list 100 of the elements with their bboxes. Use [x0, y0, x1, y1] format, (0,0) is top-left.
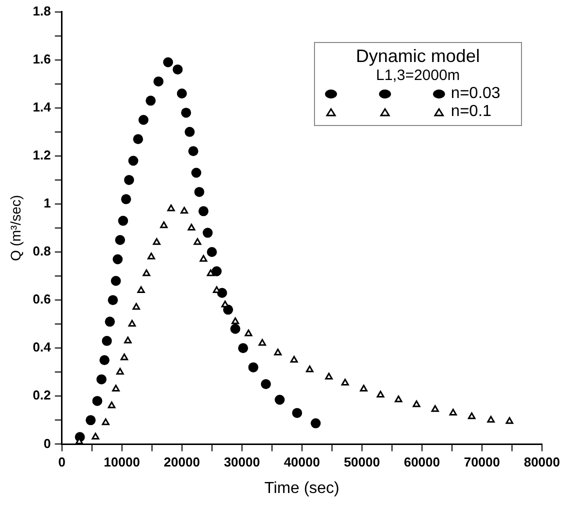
- point: [290, 356, 298, 363]
- point: [212, 266, 222, 276]
- point: [248, 362, 258, 372]
- point: [86, 415, 96, 426]
- x-tick-label: 60000: [404, 454, 440, 470]
- legend-title: Dynamic model: [354, 46, 481, 66]
- point: [112, 384, 120, 392]
- point: [112, 254, 123, 264]
- point: [92, 432, 100, 440]
- point: [176, 88, 187, 98]
- point: [194, 186, 204, 197]
- y-tick-label: 0.6: [32, 292, 51, 307]
- x-axis-title: Time (sec): [264, 480, 340, 497]
- point: [120, 353, 128, 360]
- point: [206, 269, 214, 276]
- point: [232, 317, 240, 324]
- point: [487, 416, 495, 423]
- point: [198, 206, 208, 216]
- point: [360, 384, 368, 392]
- x-tick-label: 70000: [464, 454, 500, 470]
- x-tick-label: 50000: [344, 454, 380, 470]
- x-tick-label: 40000: [284, 454, 320, 470]
- point: [238, 343, 248, 354]
- point: [412, 400, 420, 408]
- point: [180, 206, 188, 214]
- point: [146, 96, 156, 106]
- point: [394, 396, 402, 402]
- point: [115, 235, 126, 246]
- point: [132, 303, 140, 310]
- annotation: L1,3=2000m: [375, 66, 461, 85]
- legend-label: n=0.03: [450, 84, 500, 103]
- x-tick-label: 0: [58, 454, 66, 470]
- point: [244, 329, 252, 336]
- point: [449, 408, 457, 416]
- point: [138, 114, 148, 125]
- point: [163, 57, 174, 68]
- point: [206, 247, 217, 258]
- x-tick-label: 10000: [104, 454, 140, 470]
- x-tick-label: 20000: [164, 454, 200, 470]
- point: [258, 339, 266, 346]
- point: [92, 396, 102, 406]
- point: [121, 194, 132, 204]
- point: [376, 390, 384, 398]
- point: [184, 126, 195, 137]
- point: [152, 238, 160, 245]
- point: [172, 64, 183, 74]
- point: [133, 134, 144, 144]
- point: [128, 320, 136, 327]
- point: [153, 76, 164, 86]
- point: [431, 405, 439, 412]
- point: [468, 412, 476, 420]
- point: [148, 252, 156, 260]
- point: [181, 108, 192, 118]
- x-tick-label: 30000: [224, 454, 260, 470]
- point: [96, 374, 106, 384]
- point: [310, 418, 321, 428]
- y-tick-label: 1.4: [32, 99, 52, 114]
- point: [137, 286, 145, 293]
- point: [230, 324, 240, 334]
- point: [306, 365, 314, 372]
- point: [108, 402, 116, 408]
- y-tick-label: 0.2: [32, 388, 51, 403]
- point: [221, 300, 229, 308]
- point: [116, 368, 124, 375]
- point: [124, 174, 134, 185]
- legend-label: n=0.1: [450, 102, 492, 121]
- point: [188, 146, 198, 156]
- y-tick-label: 1.8: [32, 3, 51, 18]
- point: [191, 168, 202, 178]
- y-tick-label: 0.8: [32, 244, 51, 259]
- point: [274, 394, 285, 405]
- point: [142, 269, 150, 276]
- y-tick-label: 0: [44, 436, 51, 451]
- point: [292, 408, 302, 418]
- point: [108, 295, 118, 306]
- point: [274, 348, 282, 356]
- point: [128, 156, 138, 166]
- point: [194, 238, 202, 245]
- point: [118, 216, 128, 226]
- y-tick-label: 0.4: [32, 340, 52, 355]
- point: [506, 417, 514, 424]
- point: [99, 355, 110, 366]
- point: [202, 228, 213, 238]
- point: [160, 221, 168, 228]
- point: [260, 379, 271, 390]
- y-tick-label: 1.2: [32, 148, 51, 163]
- point: [102, 418, 110, 426]
- point: [200, 254, 208, 262]
- point: [167, 204, 175, 212]
- y-tick-label: 1: [44, 196, 51, 211]
- point: [325, 372, 333, 380]
- x-tick-label: 80000: [524, 454, 560, 470]
- y-axis-title: Q (m³/sec): [7, 194, 24, 262]
- point: [104, 316, 115, 327]
- y-tick-label: 1.6: [32, 51, 51, 66]
- point: [102, 336, 112, 346]
- point: [110, 276, 121, 286]
- point: [341, 378, 349, 386]
- point: [188, 224, 196, 230]
- point: [124, 336, 132, 344]
